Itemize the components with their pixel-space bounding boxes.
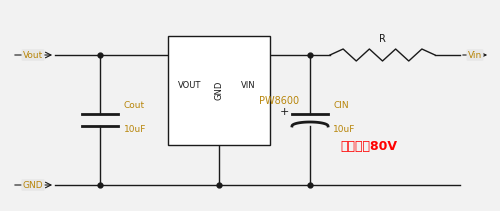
Text: Vin: Vin xyxy=(468,50,482,60)
Text: CIN: CIN xyxy=(333,101,348,111)
Text: VIN: VIN xyxy=(240,81,256,90)
Text: R: R xyxy=(379,34,386,44)
Text: 最高输入80V: 最高输入80V xyxy=(340,139,397,153)
Text: Vout: Vout xyxy=(23,50,43,60)
Text: GND: GND xyxy=(214,81,224,100)
Text: VOUT: VOUT xyxy=(178,81,202,90)
Text: 10uF: 10uF xyxy=(124,126,146,134)
Text: +: + xyxy=(280,107,288,117)
Text: GND: GND xyxy=(22,180,44,189)
Text: PW8600: PW8600 xyxy=(259,96,299,106)
Text: Cout: Cout xyxy=(124,101,145,111)
Bar xyxy=(168,36,270,145)
Text: 10uF: 10uF xyxy=(333,126,355,134)
